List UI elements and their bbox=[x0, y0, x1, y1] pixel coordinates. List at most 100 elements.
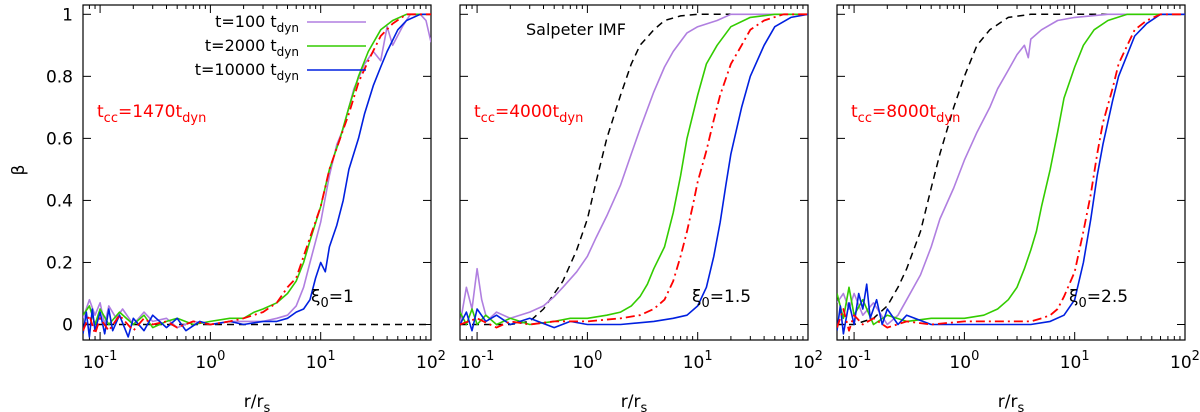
tcc-mid: =8000t bbox=[872, 102, 937, 122]
legend-prefix: t=2000 t bbox=[205, 36, 277, 55]
x-tick-label: 102 bbox=[416, 349, 446, 373]
y-tick-label: 0.8 bbox=[46, 67, 73, 87]
x-axis-label-sub: s bbox=[263, 401, 270, 412]
legend-sub: dyn bbox=[277, 21, 299, 35]
x-tick-exponent: 1 bbox=[327, 349, 335, 364]
x-tick-base: 10 bbox=[460, 353, 482, 373]
tcc-mid: =1470t bbox=[118, 102, 183, 122]
series-t100-line bbox=[460, 13, 808, 325]
x-axis-label: r/rs bbox=[998, 392, 1025, 412]
x-axis-label: r/rs bbox=[621, 392, 648, 412]
tcc-mid: =4000t bbox=[495, 102, 560, 122]
plot-frame bbox=[82, 4, 432, 341]
x-tick-exponent: -1 bbox=[858, 349, 871, 364]
x-tick-exponent: 0 bbox=[594, 349, 602, 364]
x-tick-label: 101 bbox=[306, 349, 336, 373]
series-group bbox=[460, 13, 808, 332]
tcc-annotation: tcc=8000tdyn bbox=[851, 102, 960, 126]
y-tick-label: 0.2 bbox=[46, 253, 73, 273]
tcc-sub: cc bbox=[104, 111, 118, 126]
x-tick-base: 10 bbox=[1060, 353, 1082, 373]
legend-sub: dyn bbox=[277, 69, 299, 83]
x-tick-base: 10 bbox=[83, 353, 105, 373]
x-tick-label: 100 bbox=[195, 349, 225, 373]
legend-label: t=2000 tdyn bbox=[205, 36, 299, 59]
series-t2000-line bbox=[460, 13, 808, 326]
series-group bbox=[837, 13, 1185, 335]
xi-annotation: ξ0=1.5 bbox=[692, 287, 751, 311]
y-tick-label: 0 bbox=[62, 315, 73, 335]
x-axis-label: r/rs bbox=[244, 392, 271, 412]
x-axis-label-base: r/r bbox=[998, 392, 1018, 412]
x-tick-label: 101 bbox=[1060, 349, 1090, 373]
tcc-main: t bbox=[97, 102, 104, 122]
x-tick-base: 10 bbox=[949, 353, 971, 373]
series-group bbox=[83, 13, 431, 338]
x-axis-label-base: r/r bbox=[621, 392, 641, 412]
x-tick-exponent: 0 bbox=[217, 349, 225, 364]
tcc-annotation: tcc=1470tdyn bbox=[97, 102, 206, 126]
series-t100-line bbox=[837, 13, 1185, 326]
plot-frame bbox=[836, 4, 1186, 341]
x-tick-base: 10 bbox=[1170, 353, 1192, 373]
x-tick-exponent: -1 bbox=[104, 349, 117, 364]
y-axis-label: β bbox=[9, 165, 29, 176]
x-tick-label: 10-1 bbox=[837, 349, 872, 373]
tcc-main: t bbox=[851, 102, 858, 122]
xi-main: ξ bbox=[692, 287, 701, 307]
xi-sub: 0 bbox=[701, 296, 709, 311]
salpeter-label: Salpeter IMF bbox=[526, 20, 626, 39]
x-axis-label-sub: s bbox=[1017, 401, 1024, 412]
tcc-main: t bbox=[474, 102, 481, 122]
xi-tail: =2.5 bbox=[1087, 287, 1128, 307]
tcc-sub2: dyn bbox=[936, 111, 960, 126]
x-tick-exponent: 2 bbox=[815, 349, 823, 364]
x-tick-label: 101 bbox=[683, 349, 713, 373]
legend-prefix: t=10000 t bbox=[195, 60, 277, 79]
xi-annotation: ξ0=1 bbox=[311, 287, 354, 311]
x-tick-base: 10 bbox=[306, 353, 328, 373]
x-tick-base: 10 bbox=[572, 353, 594, 373]
x-tick-base: 10 bbox=[683, 353, 705, 373]
x-tick-exponent: 2 bbox=[438, 349, 446, 364]
tcc-sub: cc bbox=[858, 111, 872, 126]
xi-sub: 0 bbox=[1078, 296, 1086, 311]
x-tick-label: 10-1 bbox=[460, 349, 495, 373]
xi-sub: 0 bbox=[320, 296, 328, 311]
legend-sub: dyn bbox=[277, 45, 299, 59]
x-tick-exponent: 1 bbox=[1081, 349, 1089, 364]
series-tcc-line bbox=[460, 13, 808, 329]
tcc-sub2: dyn bbox=[559, 111, 583, 126]
series-t10000-line bbox=[837, 13, 1185, 335]
tcc-annotation: tcc=4000tdyn bbox=[474, 102, 583, 126]
series-t100-line bbox=[83, 13, 431, 329]
series-tcc-line bbox=[837, 13, 1185, 332]
series-t10000-line bbox=[83, 13, 431, 338]
xi-tail: =1.5 bbox=[710, 287, 751, 307]
series-t2000-line bbox=[837, 13, 1185, 326]
legend-label: t=100 tdyn bbox=[215, 12, 299, 35]
x-tick-label: 102 bbox=[1170, 349, 1200, 373]
xi-tail: =1 bbox=[329, 287, 354, 307]
x-tick-base: 10 bbox=[793, 353, 815, 373]
tcc-sub2: dyn bbox=[182, 111, 206, 126]
x-tick-label: 100 bbox=[572, 349, 602, 373]
x-tick-exponent: 2 bbox=[1192, 349, 1200, 364]
y-tick-label: 1 bbox=[62, 5, 73, 25]
series-salpeter-line bbox=[460, 13, 808, 326]
x-tick-label: 102 bbox=[793, 349, 823, 373]
x-axis-label-base: r/r bbox=[244, 392, 264, 412]
x-tick-label: 100 bbox=[949, 349, 979, 373]
x-tick-base: 10 bbox=[837, 353, 859, 373]
series-t10000-line bbox=[460, 13, 808, 332]
x-tick-base: 10 bbox=[416, 353, 438, 373]
plot-frame bbox=[459, 4, 809, 341]
tcc-sub: cc bbox=[481, 111, 495, 126]
xi-annotation: ξ0=2.5 bbox=[1069, 287, 1128, 311]
series-salpeter-line bbox=[837, 13, 1185, 326]
legend-prefix: t=100 t bbox=[215, 12, 277, 31]
xi-main: ξ bbox=[1069, 287, 1078, 307]
